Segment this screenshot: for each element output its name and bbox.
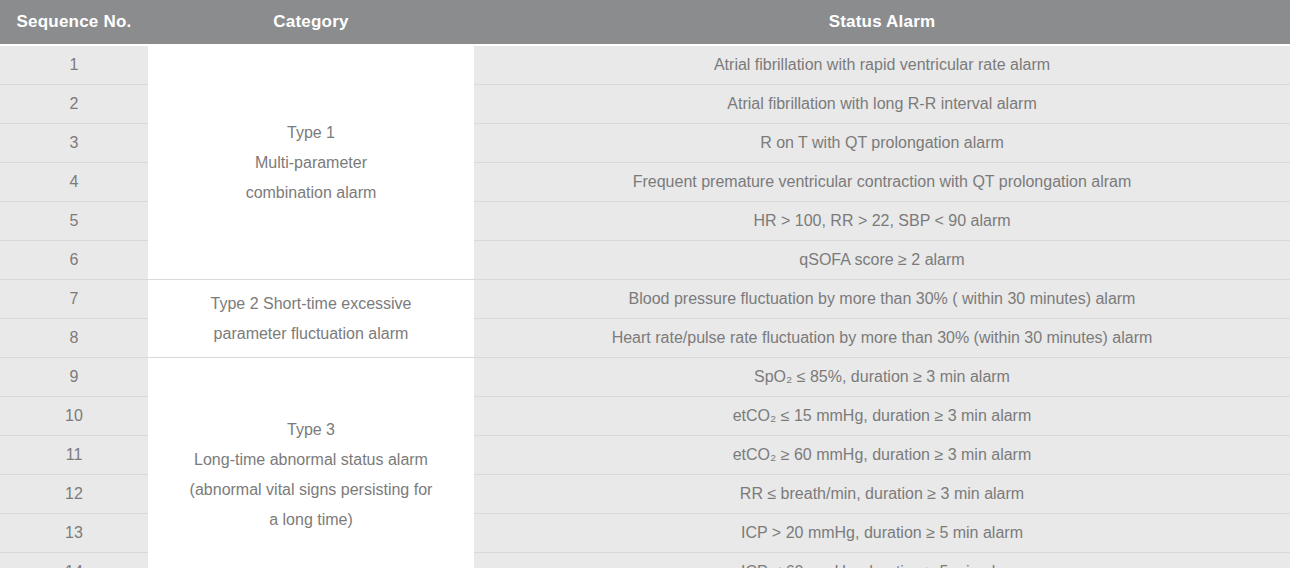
category-cell-type-2: Type 2 Short-time excessive parameter fl…	[148, 280, 474, 358]
header-category: Category	[148, 0, 474, 45]
sequence-cell: 11	[0, 436, 148, 475]
sequence-cell: 4	[0, 163, 148, 202]
table-row: 1 Type 1 Multi-parameter combination ala…	[0, 45, 1290, 85]
status-cell: ICP > 20 mmHg, duration ≥ 5 min alarm	[474, 514, 1290, 553]
status-alarm-table: Sequence No. Category Status Alarm 1 Typ…	[0, 0, 1290, 568]
status-cell: R on T with QT prolongation alarm	[474, 124, 1290, 163]
sequence-cell: 9	[0, 358, 148, 397]
status-cell: Atrial fibrillation with long R-R interv…	[474, 85, 1290, 124]
status-cell: RR ≤ breath/min, duration ≥ 3 min alarm	[474, 475, 1290, 514]
status-cell: etCO₂ ≥ 60 mmHg, duration ≥ 3 min alarm	[474, 436, 1290, 475]
table-header-row: Sequence No. Category Status Alarm	[0, 0, 1290, 45]
status-cell: etCO₂ ≤ 15 mmHg, duration ≥ 3 min alarm	[474, 397, 1290, 436]
sequence-cell: 12	[0, 475, 148, 514]
status-cell: Heart rate/pulse rate fluctuation by mor…	[474, 319, 1290, 358]
page: Sequence No. Category Status Alarm 1 Typ…	[0, 0, 1290, 568]
status-cell: SpO₂ ≤ 85%, duration ≥ 3 min alarm	[474, 358, 1290, 397]
sequence-cell: 3	[0, 124, 148, 163]
sequence-cell: 2	[0, 85, 148, 124]
status-cell: HR > 100, RR > 22, SBP < 90 alarm	[474, 202, 1290, 241]
sequence-cell: 10	[0, 397, 148, 436]
header-status-alarm: Status Alarm	[474, 0, 1290, 45]
sequence-cell: 1	[0, 45, 148, 85]
sequence-cell: 6	[0, 241, 148, 280]
table-row: 7 Type 2 Short-time excessive parameter …	[0, 280, 1290, 319]
status-cell: Atrial fibrillation with rapid ventricul…	[474, 45, 1290, 85]
header-sequence-no: Sequence No.	[0, 0, 148, 45]
sequence-cell: 14	[0, 553, 148, 568]
status-cell: Frequent premature ventricular contracti…	[474, 163, 1290, 202]
status-cell: ICP < 60 mmHg, duration ≥ 5 min alarm	[474, 553, 1290, 568]
sequence-cell: 8	[0, 319, 148, 358]
category-cell-type-3: Type 3 Long-time abnormal status alarm (…	[148, 358, 474, 568]
status-cell: qSOFA score ≥ 2 alarm	[474, 241, 1290, 280]
sequence-cell: 5	[0, 202, 148, 241]
table-row: 9 Type 3 Long-time abnormal status alarm…	[0, 358, 1290, 397]
status-cell: Blood pressure fluctuation by more than …	[474, 280, 1290, 319]
category-cell-type-1: Type 1 Multi-parameter combination alarm	[148, 45, 474, 280]
sequence-cell: 13	[0, 514, 148, 553]
sequence-cell: 7	[0, 280, 148, 319]
